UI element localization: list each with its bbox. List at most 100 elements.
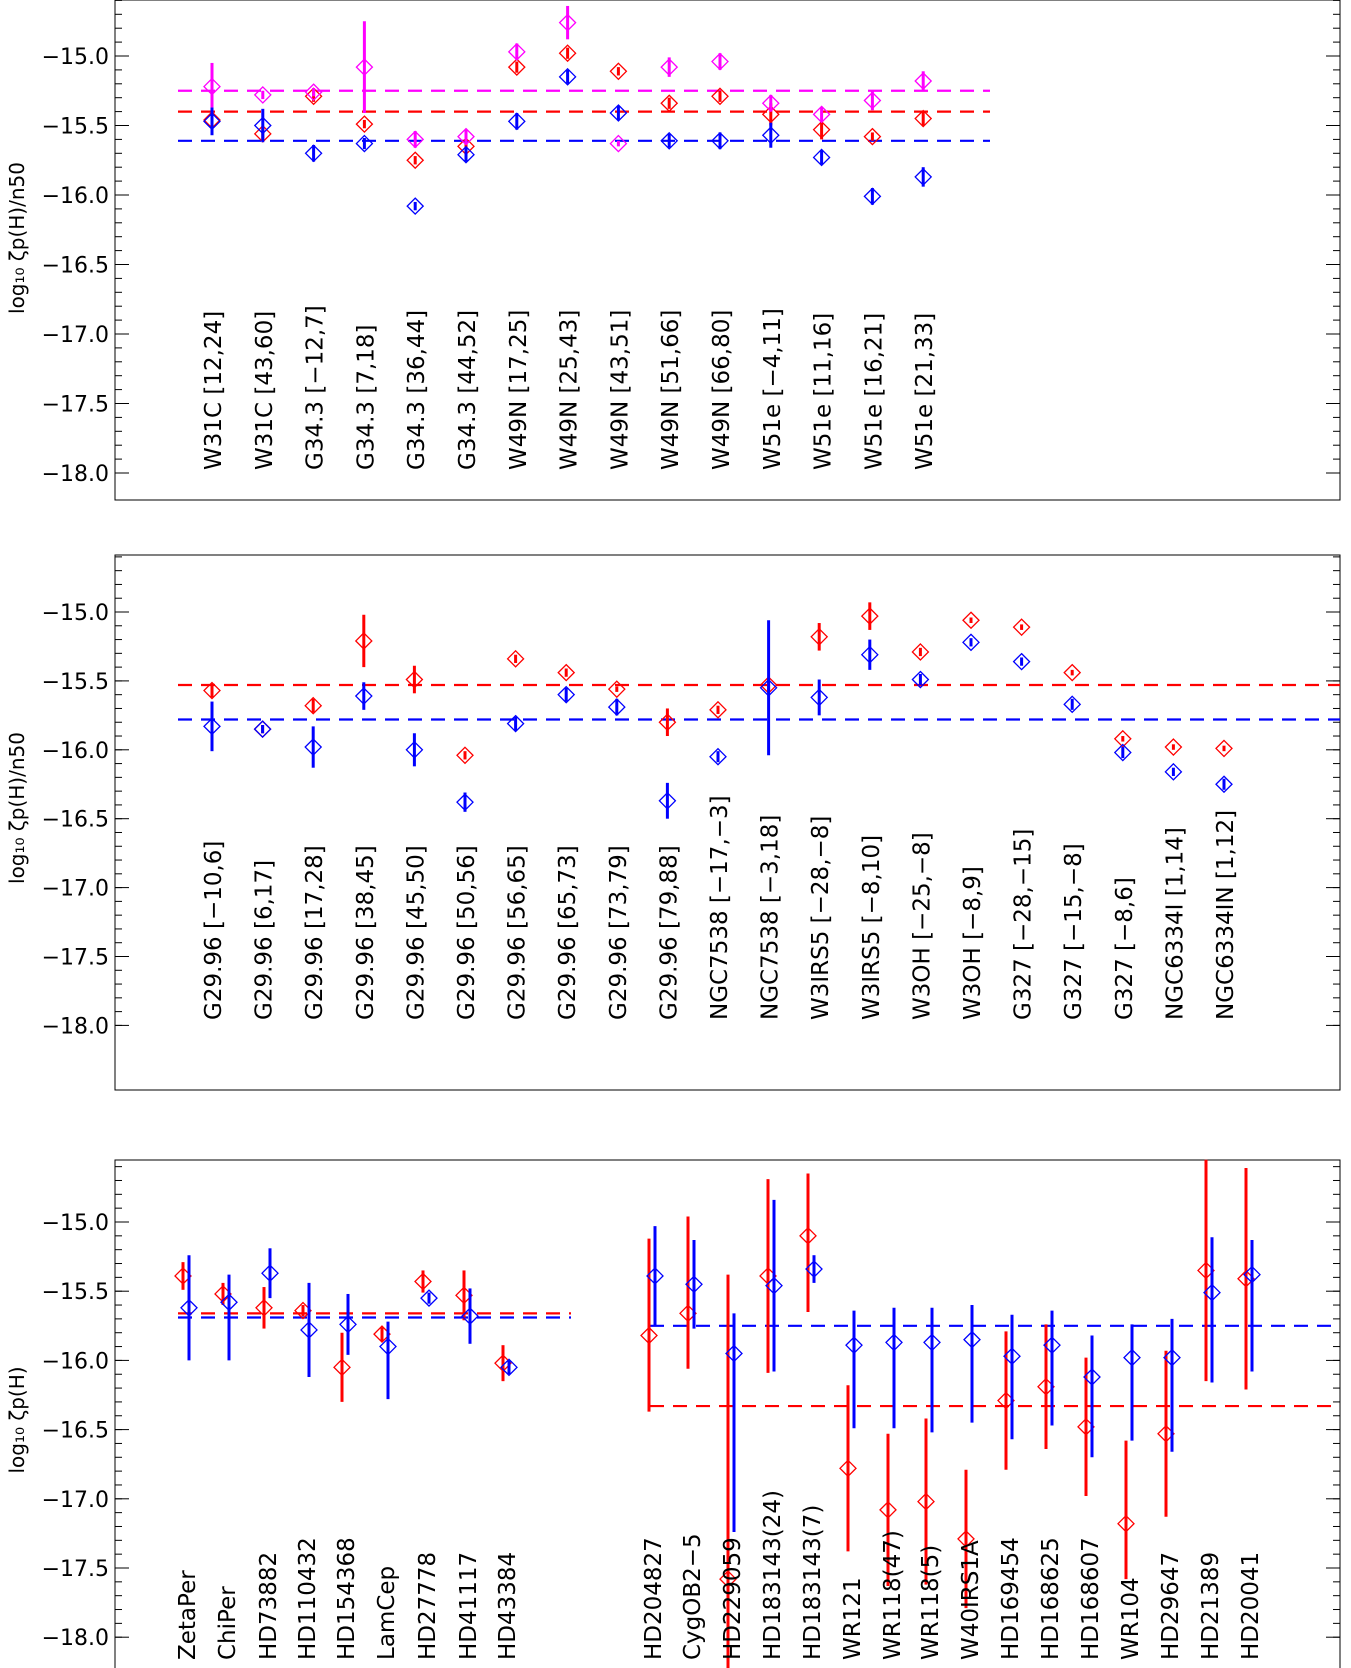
panel-top-reference-lines (178, 89, 990, 142)
category-label: WR104 (1118, 1577, 1144, 1660)
category-label: G29.96 [65,73] (555, 845, 581, 1020)
data-point (203, 112, 221, 131)
panel-middle-yaxis: −15.0 −15.5 −16.0 −16.5 −17.0 −17.5 −18.0 (42, 556, 1340, 1039)
data-point (863, 127, 882, 146)
data-point (261, 1264, 279, 1283)
data-point (812, 120, 831, 139)
data-point (761, 126, 780, 145)
data-point (420, 1289, 438, 1308)
data-point (765, 1276, 783, 1295)
data-point (253, 116, 272, 135)
y-tick-label: −15.0 (42, 1211, 109, 1236)
category-label: W49N [43,51] (607, 310, 633, 470)
data-point (660, 131, 679, 150)
y-tick-label: −17.0 (42, 1488, 109, 1513)
y-tick-label: −15.5 (42, 1280, 109, 1305)
data-point (1113, 743, 1132, 762)
panel-middle-frame (114, 554, 1341, 1091)
panel-bottom-yaxis: −15.0 −15.5 −16.0 −16.5 −17.0 −17.5 −18.0 (42, 1166, 1340, 1651)
data-point (1203, 1283, 1221, 1302)
category-label: W51e [11,16] (811, 313, 837, 470)
category-label: G327 [−15,−8] (1061, 843, 1087, 1020)
data-point (911, 670, 930, 689)
data-point (719, 1570, 737, 1588)
y-tick-label: −17.5 (42, 1557, 109, 1582)
data-point (1215, 775, 1233, 794)
data-point (354, 687, 373, 705)
category-label: WR118(47) (880, 1530, 906, 1660)
category-label: HD168607 (1078, 1537, 1104, 1660)
data-point (506, 714, 525, 733)
category-label: W51e [−4,11] (760, 308, 786, 470)
panel-top-ylabel: log₁₀ ζp(H)/n50 (5, 162, 29, 314)
data-point (304, 87, 323, 106)
y-tick-label: −17.5 (42, 946, 109, 971)
y-tick-label: −15.0 (42, 601, 109, 626)
data-point (725, 1344, 743, 1363)
y-tick-label: −18.0 (42, 462, 109, 487)
data-point (507, 112, 526, 131)
data-point (355, 115, 374, 134)
category-label: NGC6334I [1,14] (1162, 827, 1188, 1020)
category-label: G34.3 [36,44] (404, 310, 430, 470)
data-point (339, 1315, 357, 1334)
data-point (379, 1337, 397, 1356)
data-point (354, 632, 373, 650)
panel-middle-category-labels: G29.96 [−10,6] G29.96 [6,17] G29.96 [17,28… (201, 795, 1239, 1020)
data-point (711, 87, 729, 106)
data-point (304, 83, 323, 102)
data-point (660, 94, 679, 113)
category-label: HD21389 (1198, 1552, 1224, 1660)
category-label: HD168625 (1038, 1537, 1064, 1660)
data-point (917, 1492, 935, 1511)
data-point (812, 148, 831, 167)
panel-top: log₁₀ ζp(H)/n50 −15.0 −15.5 −16.0 −16.5 −17.… (5, 0, 1341, 501)
category-label: HD229059 (720, 1537, 746, 1660)
category-label: WR121 (840, 1577, 866, 1660)
data-point (609, 134, 628, 153)
category-label: G29.96 [45,50] (403, 845, 429, 1020)
category-label: W49N [25,43] (557, 310, 583, 470)
data-point (658, 791, 677, 810)
panel-bottom-ylabel: log₁₀ ζp(H) (5, 1366, 29, 1473)
panel-top-category-labels: W31C [12,24] W31C [43,60] G34.3 [−12,7] G34… (201, 305, 938, 470)
data-point (812, 105, 831, 124)
panel-middle-marks (203, 602, 1233, 819)
category-label: HD110432 (295, 1537, 321, 1660)
data-point (461, 1307, 479, 1326)
data-point (1083, 1368, 1101, 1386)
y-tick-label: −16.5 (42, 808, 109, 833)
y-tick-label: −15.5 (42, 115, 109, 140)
data-point (885, 1333, 903, 1352)
data-point (557, 685, 576, 704)
category-label: NGC7538 [−17,−3] (707, 795, 733, 1020)
category-label: HD43384 (495, 1552, 521, 1660)
category-label: G34.3 [−12,7] (303, 305, 329, 470)
data-point (405, 670, 424, 689)
data-point (1063, 695, 1082, 714)
data-point (1117, 1514, 1135, 1533)
category-label: ZetaPer (175, 1570, 201, 1660)
category-label: G29.96 [73,79] (606, 845, 632, 1020)
data-point (1012, 618, 1031, 637)
data-point (557, 663, 576, 682)
category-label: W49N [51,66] (658, 310, 684, 470)
data-point (405, 740, 424, 759)
data-point (203, 681, 221, 700)
data-point (962, 611, 980, 630)
data-point (507, 58, 526, 77)
data-point (1164, 762, 1183, 781)
category-label: HD29647 (1158, 1552, 1184, 1660)
data-point (860, 607, 879, 626)
panel-top-marks (203, 5, 933, 216)
data-point (558, 67, 577, 86)
data-point (860, 645, 879, 664)
data-point (863, 187, 882, 206)
data-point (685, 1275, 703, 1294)
category-label: W49N [17,25] (506, 310, 532, 470)
category-label: W31C [43,60] (252, 311, 278, 470)
data-point (456, 746, 474, 765)
category-label: G29.96 [50,56] (454, 845, 480, 1020)
category-label: HD183143(24) (760, 1490, 786, 1660)
data-point (845, 1336, 863, 1355)
